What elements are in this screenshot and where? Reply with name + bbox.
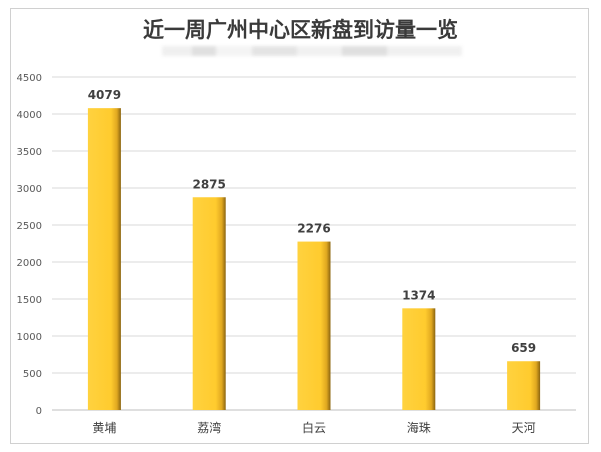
y-tick-label: 1000 xyxy=(17,332,42,343)
data-label: 2875 xyxy=(192,177,225,191)
x-tick-label: 海珠 xyxy=(407,420,431,435)
bar-2 xyxy=(192,197,226,410)
x-tick-label: 白云 xyxy=(302,420,326,435)
y-tick-label: 2500 xyxy=(17,221,42,232)
y-tick-label: 4500 xyxy=(17,73,42,84)
y-tick-label: 500 xyxy=(23,369,42,380)
data-label: 2276 xyxy=(297,222,330,236)
data-label: 4079 xyxy=(88,88,121,102)
x-tick-label: 天河 xyxy=(512,421,536,435)
y-tick-label: 3500 xyxy=(17,147,42,158)
y-tick-label: 0 xyxy=(36,406,42,417)
chart-title: 近一周广州中心区新盘到访量一览 xyxy=(143,18,458,42)
bar-3 xyxy=(297,241,331,410)
y-tick-label: 4000 xyxy=(17,110,42,121)
bar-5 xyxy=(507,361,541,410)
y-tick-label: 1500 xyxy=(17,295,42,306)
blurred-subtitle xyxy=(162,46,462,56)
data-label: 1374 xyxy=(402,288,435,302)
x-tick-label: 荔湾 xyxy=(197,420,221,435)
y-tick-label: 2000 xyxy=(17,258,42,269)
y-tick-label: 3000 xyxy=(17,184,42,195)
x-tick-label: 黄埔 xyxy=(92,421,116,435)
bar-1 xyxy=(87,108,121,411)
bar-4 xyxy=(402,308,436,410)
data-label: 659 xyxy=(511,341,536,355)
